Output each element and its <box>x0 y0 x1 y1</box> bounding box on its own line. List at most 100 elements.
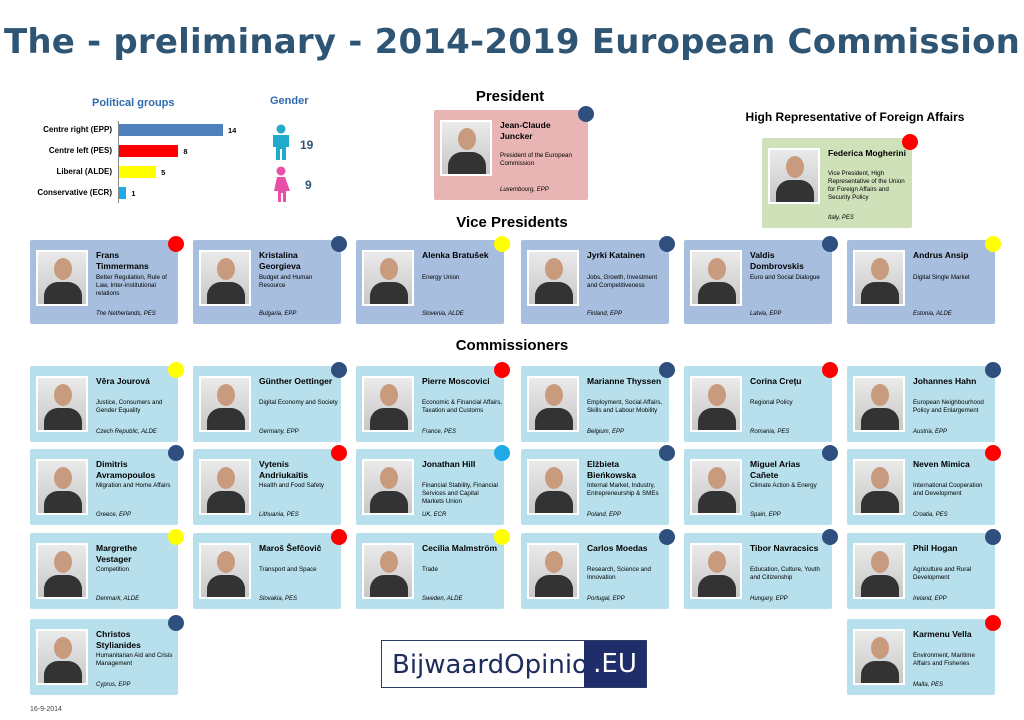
party-dot <box>659 445 675 461</box>
member-portfolio: President of the European Commission <box>500 152 572 167</box>
male-icon <box>273 124 289 160</box>
member-country-party: Luxembourg, EPP <box>500 187 549 193</box>
member-country-party: Estonia, ALDE <box>913 311 952 317</box>
portrait-photo <box>36 629 88 685</box>
portrait-photo <box>199 250 251 306</box>
party-dot <box>331 529 347 545</box>
member-portfolio: Education, Culture, Youth and Citizenshi… <box>750 566 820 581</box>
portrait-photo <box>440 120 492 176</box>
gender-title: Gender <box>270 95 309 107</box>
party-dot <box>985 615 1001 631</box>
member-name: Miguel Arias Cañete <box>750 459 801 480</box>
party-dot <box>168 236 184 252</box>
party-dot <box>822 236 838 252</box>
member-name: Maroš Šefčovič <box>259 543 322 553</box>
member-portfolio: Trade <box>422 566 438 573</box>
member-country-party: Ireland, EPP <box>913 596 947 602</box>
member-name: Christos Stylianides <box>96 629 141 650</box>
party-dot <box>494 236 510 252</box>
member-name: Johannes Hahn <box>913 376 977 386</box>
member-country-party: Czech Republic, ALDE <box>96 429 157 435</box>
portrait-photo <box>199 376 251 432</box>
president-section-title: President <box>475 88 545 105</box>
member-country-party: The Netherlands, PES <box>96 311 156 317</box>
member-name: Marianne Thyssen <box>587 376 662 386</box>
member-country-party: Cyprus, EPP <box>96 682 131 688</box>
portrait-photo <box>362 376 414 432</box>
vice-presidents-section-title: Vice Presidents <box>456 214 568 231</box>
party-dot <box>985 529 1001 545</box>
portrait-photo <box>199 459 251 515</box>
party-dot <box>494 362 510 378</box>
member-country-party: Portugal, EPP <box>587 596 625 602</box>
portrait-photo <box>690 376 742 432</box>
portrait-photo <box>36 376 88 432</box>
member-portfolio: Employment, Social Affairs, Skills and L… <box>587 399 663 414</box>
portrait-photo <box>36 459 88 515</box>
member-name: Jyrki Katainen <box>587 250 646 260</box>
bar-value: 5 <box>161 168 166 177</box>
bar-value: 14 <box>228 126 237 135</box>
member-portfolio: Internal Market, Industry, Entrepreneurs… <box>587 482 659 497</box>
member-portfolio: Agriculture and Rural Development <box>913 566 972 581</box>
member-name: Frans Timmermans <box>96 250 149 271</box>
portrait-photo <box>527 376 579 432</box>
party-dot <box>168 445 184 461</box>
member-portfolio: International Cooperation and Developmen… <box>913 482 983 497</box>
member-card: Věra Jourová Justice, Consumers and Gende… <box>30 362 184 442</box>
member-country-party: Germany, EPP <box>259 429 299 435</box>
high-rep-section-title: High Representative of Foreign Affairs <box>745 110 965 124</box>
member-country-party: Croatia, PES <box>913 512 948 518</box>
portrait-photo <box>690 250 742 306</box>
member-country-party: UK, ECR <box>422 512 447 518</box>
member-portfolio: Economic & Financial Affairs, Taxation a… <box>422 399 503 414</box>
party-dot <box>659 529 675 545</box>
member-country-party: Denmark, ALDE <box>96 596 140 602</box>
bar-label: Conservative (ECR) <box>37 188 112 197</box>
party-dot <box>331 236 347 252</box>
party-dot <box>494 445 510 461</box>
member-card: Jyrki Katainen Jobs, Growth, Investment a… <box>521 236 675 324</box>
member-country-party: Slovakia, PES <box>259 596 298 602</box>
party-dot <box>985 445 1001 461</box>
member-name: Vytenis Andriukaitis <box>259 459 309 480</box>
member-name: Neven Mimica <box>913 459 970 469</box>
member-portfolio: Health and Food Safety <box>259 482 325 489</box>
member-card: Margrethe Vestager Competition Denmark, AL… <box>30 529 184 609</box>
member-portfolio: Regional Policy <box>750 399 793 406</box>
member-name: Dimitris Avramopoulos <box>96 459 156 480</box>
party-dot <box>168 615 184 631</box>
portrait-photo <box>853 629 905 685</box>
member-country-party: Finland, EPP <box>587 311 623 317</box>
member-country-party: Bulgaria, EPP <box>259 311 297 317</box>
bar <box>119 187 127 199</box>
member-card: Neven Mimica International Cooperation an… <box>847 445 1001 525</box>
member-portfolio: Vice President, High Representative of t… <box>828 170 905 201</box>
member-name: Corina Creţu <box>750 376 802 386</box>
member-card: Phil Hogan Agriculture and Rural Developm… <box>847 529 1001 609</box>
member-name: Jonathan Hill <box>422 459 476 469</box>
member-country-party: Sweden, ALDE <box>422 596 463 602</box>
member-card: Tibor Navracsics Education, Culture, Yout… <box>684 529 838 609</box>
member-country-party: Romania, PES <box>750 429 790 435</box>
member-country-party: Spain, EPP <box>750 512 781 518</box>
bar-label: Centre left (PES) <box>48 146 112 155</box>
party-dot <box>331 362 347 378</box>
member-card: Elżbieta Bieńkowska Internal Market, Indu… <box>521 445 675 525</box>
portrait-photo <box>199 543 251 599</box>
member-country-party: Greece, EPP <box>96 512 132 518</box>
political-groups-title: Political groups <box>92 97 175 109</box>
member-country-party: Malta, PES <box>913 682 944 688</box>
member-portfolio: Digital Economy and Society <box>259 399 338 406</box>
member-country-party: Belgium, EPP <box>587 429 625 435</box>
member-name: Andrus Ansip <box>913 250 969 260</box>
member-card: Dimitris Avramopoulos Migration and Home … <box>30 445 184 525</box>
member-card: Federica Mogherini Vice President, High R… <box>762 134 918 228</box>
party-dot <box>659 362 675 378</box>
female-count: 9 <box>305 178 312 192</box>
party-dot <box>331 445 347 461</box>
member-card: Karmenu Vella Environment, Maritime Affai… <box>847 615 1001 695</box>
portrait-photo <box>527 250 579 306</box>
party-dot <box>902 134 918 150</box>
portrait-photo <box>690 459 742 515</box>
